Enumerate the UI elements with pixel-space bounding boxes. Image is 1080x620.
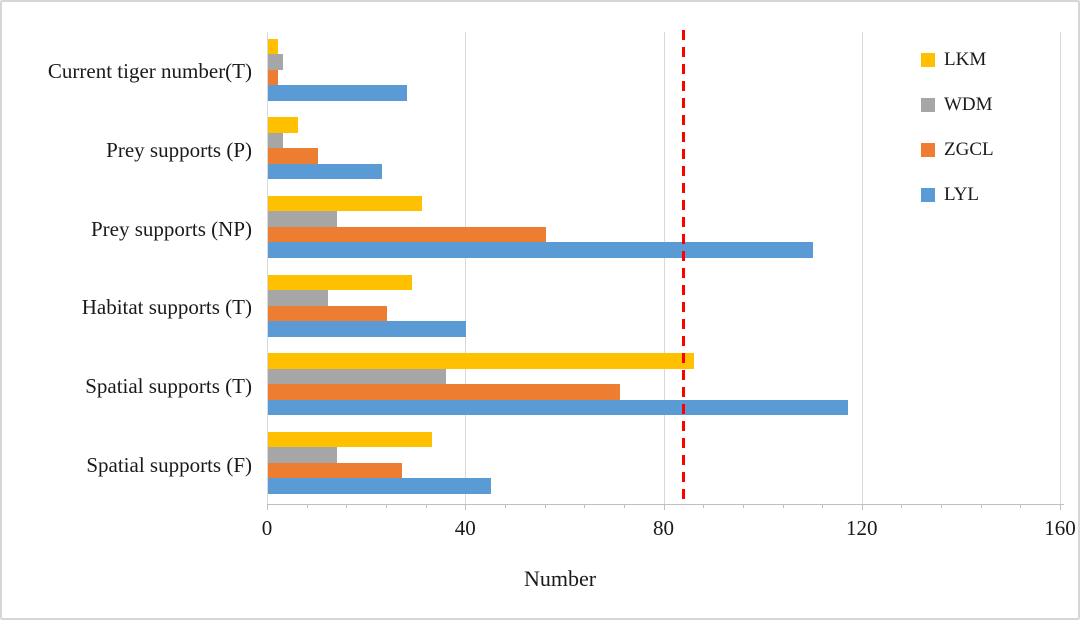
legend-item-lyl: LYL <box>921 184 994 206</box>
category-label: Current tiger number(T) <box>47 59 252 84</box>
bar-lyl-4 <box>268 399 848 416</box>
legend: LKM WDM ZGCL LYL <box>921 49 994 206</box>
x-minor-tick <box>822 504 824 508</box>
bar-lyl-1 <box>268 163 382 180</box>
legend-item-lkm: LKM <box>921 49 994 71</box>
bar-lyl-2 <box>268 242 814 258</box>
x-minor-tick <box>346 504 348 508</box>
x-axis-line <box>267 504 1064 505</box>
x-minor-tick <box>623 504 625 508</box>
x-major-tick <box>267 504 268 510</box>
gridline-x-80 <box>663 32 665 504</box>
bar-lkm-1 <box>268 117 298 133</box>
legend-swatch-icon <box>921 98 935 112</box>
legend-item-wdm: WDM <box>921 94 994 116</box>
x-axis-title: Number <box>523 566 597 591</box>
bar-lyl-0 <box>268 85 407 101</box>
bar-lkm-5 <box>268 431 432 448</box>
bar-zgcl-0 <box>268 69 278 85</box>
legend-label: LKM <box>944 49 987 70</box>
y-axis-line <box>267 32 268 504</box>
bar-lkm-3 <box>268 274 412 290</box>
x-tick-label-40: 40 <box>454 516 476 540</box>
bar-lkm-4 <box>268 353 695 369</box>
bar-zgcl-4 <box>268 384 620 400</box>
x-minor-tick <box>306 504 308 508</box>
bar-lkm-2 <box>268 195 422 212</box>
x-minor-tick <box>782 504 784 508</box>
bar-zgcl-1 <box>268 148 318 164</box>
x-minor-tick <box>980 504 982 508</box>
bar-zgcl-5 <box>268 462 402 479</box>
legend-swatch-icon <box>921 53 935 67</box>
legend-swatch-icon <box>921 143 935 157</box>
x-tick-label-0: 0 <box>261 516 273 540</box>
x-minor-tick <box>742 504 744 508</box>
x-tick-label-160: 160 <box>1044 516 1076 540</box>
bar-wdm-4 <box>268 368 447 385</box>
category-label: Habitat supports (T) <box>81 295 252 320</box>
category-label: Prey supports (NP) <box>91 216 252 241</box>
x-minor-tick <box>901 504 903 508</box>
bar-wdm-3 <box>268 290 328 306</box>
x-minor-tick <box>544 504 546 508</box>
category-label: Spatial supports (T) <box>85 374 252 398</box>
bar-wdm-2 <box>268 211 338 227</box>
gridline-x-120 <box>861 32 863 504</box>
x-minor-tick <box>385 504 387 508</box>
x-major-tick <box>465 504 467 510</box>
x-major-tick <box>861 504 863 510</box>
legend-swatch-icon <box>921 188 935 202</box>
legend-label: ZGCL <box>944 139 994 160</box>
bar-wdm-0 <box>268 54 283 70</box>
bar-wdm-1 <box>268 132 283 149</box>
x-major-tick <box>1060 504 1061 510</box>
x-minor-tick <box>425 504 427 508</box>
x-major-tick <box>663 504 665 510</box>
gridline-x-160 <box>1060 32 1061 504</box>
reference-line <box>682 30 686 504</box>
bar-zgcl-3 <box>268 305 387 321</box>
legend-label: LYL <box>944 184 980 205</box>
gridline-x-40 <box>465 32 467 504</box>
bar-zgcl-2 <box>268 226 546 243</box>
category-label: Spatial supports (F) <box>86 452 252 477</box>
legend-label: WDM <box>944 94 993 115</box>
x-minor-tick <box>584 504 586 508</box>
bar-lyl-3 <box>268 321 467 337</box>
bar-lkm-0 <box>268 38 278 54</box>
x-minor-tick <box>504 504 506 508</box>
category-label: Prey supports (P) <box>106 138 252 162</box>
x-minor-tick <box>703 504 705 508</box>
x-minor-tick <box>941 504 942 508</box>
bar-wdm-5 <box>268 447 338 463</box>
bar-lyl-5 <box>268 478 491 494</box>
x-tick-label-80: 80 <box>653 516 674 540</box>
legend-item-zgcl: ZGCL <box>921 139 994 161</box>
x-minor-tick <box>1020 504 1022 508</box>
x-tick-label-120: 120 <box>846 516 878 540</box>
